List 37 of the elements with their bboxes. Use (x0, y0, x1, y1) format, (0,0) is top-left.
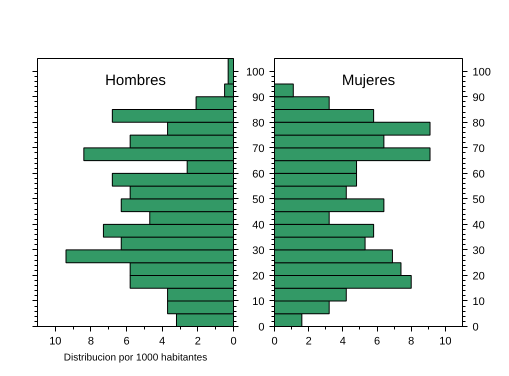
x-tick-label: 6 (374, 336, 380, 348)
y2-tick-label: 100 (472, 66, 491, 78)
y2-tick-label: 10 (472, 296, 485, 308)
x-tick-label: 8 (408, 336, 414, 348)
x-axis-title: Distribucion por 1000 habitantes (64, 352, 208, 364)
y-tick-label: 90 (252, 92, 265, 104)
y-tick-label: 50 (252, 194, 265, 206)
y2-tick-label: 50 (472, 194, 485, 206)
y2-tick-label: 30 (472, 244, 485, 257)
y2-tick-label: 80 (472, 117, 485, 130)
x-tick-label: 10 (49, 336, 62, 348)
x-tick-label: 0 (230, 336, 237, 348)
x-tick-label: 4 (159, 336, 166, 348)
text: Mujeres (342, 72, 396, 89)
y-tick-label: 40 (252, 219, 265, 232)
y-tick-label: 30 (252, 244, 265, 257)
x-tick-label: 0 (271, 336, 278, 348)
y2-tick-label: 0 (472, 322, 479, 334)
y-tick-label: 10 (252, 296, 265, 308)
y-tick-label: 0 (258, 322, 265, 334)
x-tick-label: 2 (194, 336, 201, 348)
x-tick-label: 4 (340, 336, 346, 348)
y2-tick-label: 20 (472, 270, 485, 282)
y-tick-label: 70 (252, 142, 265, 155)
x-tick-label: 8 (88, 336, 94, 348)
text: Hombres (105, 72, 166, 89)
y2-tick-label: 90 (472, 92, 485, 104)
x-tick-label: 2 (306, 336, 312, 348)
y-tick-label: 100 (246, 66, 265, 78)
y2-tick-label: 40 (472, 219, 485, 232)
y-tick-label: 60 (252, 168, 265, 180)
y2-tick-label: 70 (472, 142, 485, 155)
y-tick-label: 20 (252, 270, 265, 282)
x-tick-label: 6 (124, 336, 130, 348)
y-tick-label: 80 (252, 117, 265, 130)
x-tick-label: 10 (439, 336, 452, 348)
y2-tick-label: 60 (472, 168, 485, 180)
